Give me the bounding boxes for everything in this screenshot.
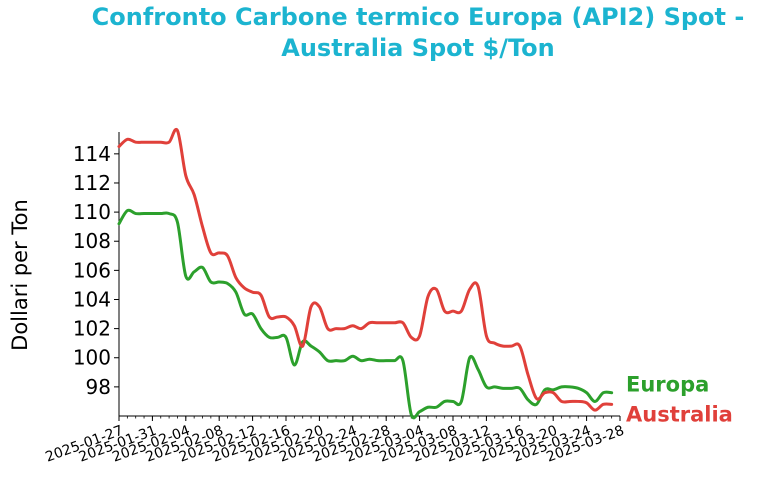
y-tick-label: 106 [73, 258, 111, 282]
y-tick-label: 104 [73, 287, 111, 311]
chart-title-line1: Confronto Carbone termico Europa (API2) … [92, 3, 745, 31]
y-tick-label: 100 [73, 346, 111, 370]
series-label-europa: Europa [626, 373, 709, 397]
series-group [117, 127, 614, 420]
axes: 981001021041061081101121142025-01-272025… [43, 132, 626, 466]
series-labels: Europa Australia [626, 373, 733, 427]
y-tick-label: 110 [73, 200, 111, 224]
series-line-europa [117, 208, 614, 420]
chart-title-line2: Australia Spot $/Ton [281, 34, 554, 62]
y-tick-label: 108 [73, 229, 111, 253]
y-tick-label: 98 [86, 375, 111, 399]
y-tick-label: 102 [73, 317, 111, 341]
y-tick-label: 112 [73, 171, 111, 195]
series-line-australia [117, 127, 614, 412]
series-label-australia: Australia [626, 402, 733, 426]
y-axis-label: Dollari per Ton [8, 199, 32, 351]
y-tick-label: 114 [73, 142, 111, 166]
